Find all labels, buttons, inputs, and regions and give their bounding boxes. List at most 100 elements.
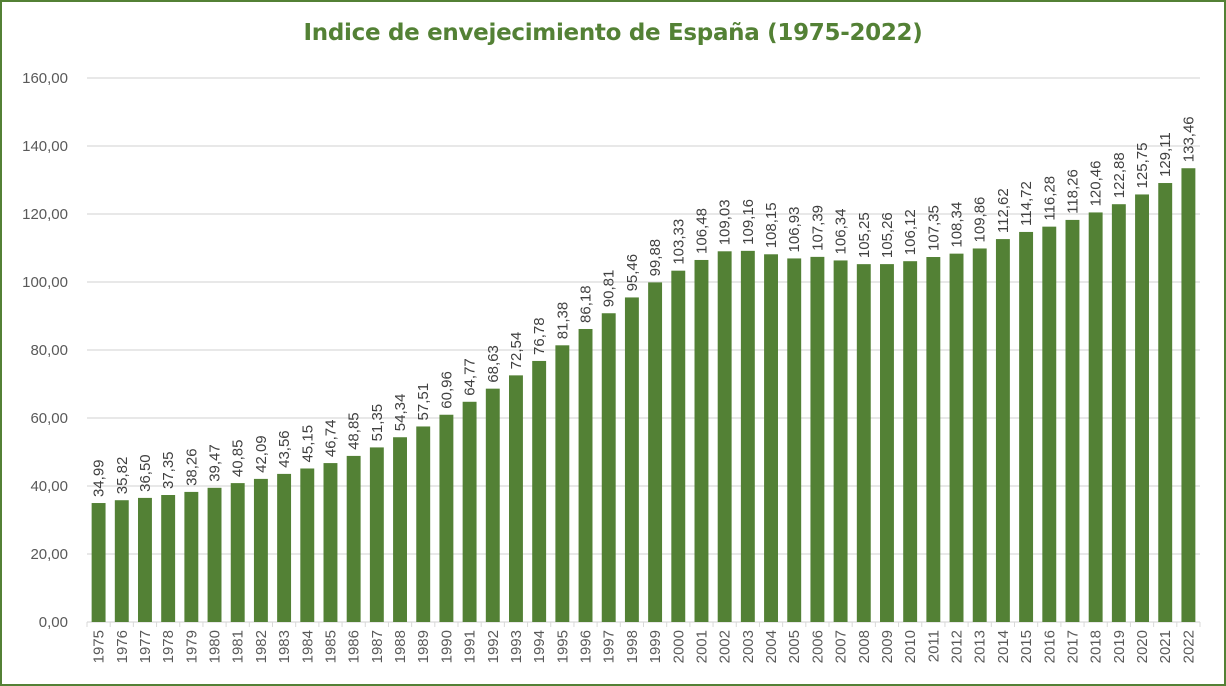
- bar-2012: [949, 253, 964, 623]
- x-tick-label: 1993: [508, 630, 525, 663]
- x-tick-label: 1999: [647, 630, 664, 663]
- x-tick-label: 1979: [183, 630, 200, 663]
- data-label: 120,46: [1088, 161, 1105, 207]
- data-label: 51,35: [369, 404, 386, 442]
- data-label: 129,11: [1157, 132, 1174, 177]
- data-label: 40,85: [230, 440, 247, 478]
- data-label: 103,33: [670, 219, 687, 265]
- x-tick-label: 1982: [253, 630, 270, 663]
- bar-2022: [1181, 168, 1196, 622]
- bar-2006: [810, 256, 825, 622]
- bar-1991: [462, 401, 477, 622]
- data-label: 107,39: [809, 205, 826, 251]
- y-tick-label: 160,00: [22, 70, 68, 87]
- x-tick-label: 2022: [1180, 630, 1197, 663]
- x-tick-label: 1981: [230, 630, 247, 663]
- bar-1995: [555, 345, 570, 622]
- data-label: 105,25: [856, 212, 873, 258]
- bar-2011: [926, 257, 941, 622]
- x-tick-label: 2003: [740, 630, 757, 663]
- bar-1984: [300, 468, 315, 622]
- x-tick-label: 1976: [114, 630, 131, 663]
- data-label: 37,35: [160, 451, 177, 489]
- data-label: 45,15: [299, 425, 316, 463]
- data-label: 133,46: [1180, 116, 1197, 162]
- bar-1992: [485, 388, 500, 622]
- data-label: 46,74: [322, 420, 339, 458]
- x-tick-label: 1984: [299, 630, 316, 663]
- bar-1983: [277, 473, 292, 622]
- bar-2018: [1088, 212, 1103, 622]
- x-tick-label: 2000: [670, 630, 687, 663]
- y-tick-label: 100,00: [22, 274, 68, 291]
- x-tick-label: 2010: [902, 630, 919, 663]
- x-tick-label: 1991: [462, 630, 479, 663]
- data-label: 38,26: [183, 448, 200, 486]
- data-label: 106,48: [693, 208, 710, 254]
- data-label: 107,35: [925, 205, 942, 251]
- bar-1976: [114, 500, 129, 622]
- x-tick-label: 2017: [1064, 630, 1081, 663]
- x-tick-label: 2014: [995, 630, 1012, 663]
- bar-1978: [161, 495, 176, 622]
- bar-2017: [1065, 219, 1080, 622]
- bar-2019: [1111, 204, 1126, 622]
- x-tick-label: 1989: [415, 630, 432, 663]
- data-label: 95,46: [624, 254, 641, 292]
- data-label: 114,72: [1018, 181, 1035, 226]
- y-tick-label: 140,00: [22, 138, 68, 155]
- data-label: 48,85: [346, 412, 363, 450]
- x-tick-label: 2015: [1018, 630, 1035, 663]
- x-tick-label: 1997: [601, 630, 618, 663]
- data-label: 42,09: [253, 435, 270, 473]
- data-label: 109,86: [972, 197, 989, 243]
- x-tick-label: 2004: [763, 630, 780, 663]
- data-label: 112,62: [995, 188, 1012, 233]
- bar-2014: [995, 239, 1010, 623]
- x-tick-label: 2005: [786, 630, 803, 663]
- y-tick-label: 80,00: [30, 342, 68, 359]
- bar-1986: [346, 455, 361, 622]
- bar-1980: [207, 487, 222, 622]
- x-tick-label: 1998: [624, 630, 641, 663]
- x-tick-label: 2013: [972, 630, 989, 663]
- bar-2020: [1135, 194, 1149, 622]
- bar-1985: [323, 463, 338, 622]
- bar-1989: [416, 426, 431, 622]
- bar-1990: [439, 414, 454, 622]
- bar-1987: [369, 447, 384, 622]
- data-label: 86,18: [578, 285, 595, 323]
- bar-1994: [532, 360, 547, 622]
- x-tick-label: 1978: [160, 630, 177, 663]
- x-tick-label: 2011: [925, 630, 942, 662]
- data-label: 57,51: [415, 383, 432, 421]
- data-label: 64,77: [462, 358, 479, 396]
- x-tick-label: 1983: [276, 630, 293, 663]
- x-tick-label: 1975: [91, 630, 108, 663]
- data-label: 43,56: [276, 430, 293, 468]
- bar-1979: [184, 491, 199, 622]
- bar-2010: [903, 261, 918, 622]
- x-tick-label: 2012: [949, 630, 966, 663]
- x-tick-label: 2007: [833, 630, 850, 663]
- x-tick-label: 1996: [578, 630, 595, 663]
- x-tick-label: 2001: [693, 630, 710, 663]
- bar-1997: [601, 313, 616, 622]
- chart-title: Indice de envejecimiento de España (1975…: [303, 20, 923, 46]
- data-label: 90,81: [601, 270, 618, 308]
- data-label: 68,63: [485, 345, 502, 383]
- y-tick-label: 20,00: [30, 546, 68, 563]
- bar-1975: [91, 503, 106, 622]
- y-tick-label: 40,00: [30, 478, 68, 495]
- bar-2004: [764, 254, 778, 623]
- x-tick-label: 2019: [1111, 630, 1128, 663]
- data-label: 35,82: [114, 457, 131, 495]
- data-label: 60,96: [438, 371, 455, 409]
- data-label: 109,03: [717, 199, 734, 245]
- data-label: 36,50: [137, 454, 154, 492]
- data-label: 109,16: [740, 199, 757, 245]
- data-label: 54,34: [392, 394, 409, 432]
- y-tick-label: 120,00: [22, 206, 68, 223]
- x-tick-label: 1987: [369, 630, 386, 663]
